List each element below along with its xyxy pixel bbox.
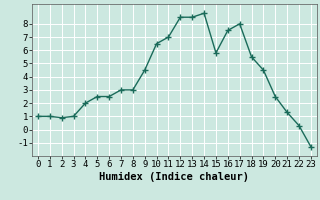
X-axis label: Humidex (Indice chaleur): Humidex (Indice chaleur) (100, 172, 249, 182)
